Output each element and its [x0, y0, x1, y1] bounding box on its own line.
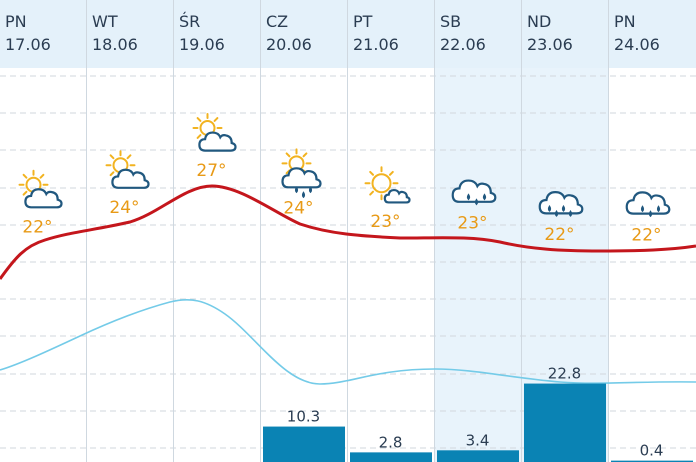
- temperature-label: 22°: [631, 225, 661, 245]
- rain-cloud-icon: [451, 179, 497, 206]
- date-label: 17.06: [5, 35, 51, 54]
- sun-cloud-rain-icon: [281, 148, 322, 199]
- sun-small-cloud-icon: [364, 166, 411, 204]
- precip-bar-5: [437, 450, 519, 462]
- weather-icons: [18, 113, 671, 218]
- day-header-7[interactable]: PN 24.06: [614, 12, 660, 54]
- weekday-label: PN: [614, 12, 636, 31]
- day-header-2[interactable]: ŚR 19.06: [179, 12, 225, 54]
- date-label: 18.06: [92, 35, 138, 54]
- date-label: 21.06: [353, 35, 399, 54]
- precip-bar-7: [611, 460, 693, 462]
- precip-value-label: 3.4: [466, 431, 490, 449]
- day-header: PN 17.06 WT 18.06 ŚR 19.06 CZ 20.06 PT 21.06 SB 22.…: [5, 12, 660, 54]
- temperature-label: 22°: [22, 218, 52, 238]
- weekday-label: ŚR: [179, 12, 200, 31]
- day-header-0[interactable]: PN 17.06: [5, 12, 51, 54]
- weekday-label: ND: [527, 12, 551, 31]
- date-label: 24.06: [614, 35, 660, 54]
- date-label: 22.06: [440, 35, 486, 54]
- heavy-rain-cloud-icon: [538, 191, 584, 217]
- sun-behind-cloud-icon: [105, 150, 150, 189]
- weekday-label: SB: [440, 12, 461, 31]
- day-header-3[interactable]: CZ 20.06: [266, 12, 312, 54]
- temperature-label: 23°: [370, 212, 400, 232]
- weekday-label: PT: [353, 12, 373, 31]
- sun-behind-cloud-icon: [192, 113, 237, 152]
- temperature-label: 23°: [457, 213, 487, 233]
- temperature-curves: [0, 184, 696, 385]
- secondary-temperature-line: [0, 298, 696, 385]
- max-temperature-line: [0, 184, 696, 280]
- day-header-5[interactable]: SB 22.06: [440, 12, 486, 54]
- precip-bar-3: [263, 426, 345, 462]
- precip-value-label: 22.8: [548, 365, 581, 383]
- weekday-label: WT: [92, 12, 118, 31]
- weekday-label: CZ: [266, 12, 288, 31]
- day-header-1[interactable]: WT 18.06: [92, 12, 138, 54]
- precip-value-label: 2.8: [379, 433, 403, 451]
- sun-behind-cloud-icon: [18, 169, 63, 209]
- date-label: 23.06: [527, 35, 573, 54]
- precip-bar-4: [350, 452, 432, 462]
- temperature-label: 24°: [283, 198, 313, 218]
- weekend-column-5: [435, 68, 522, 462]
- rain-cloud-icon: [625, 191, 671, 218]
- temperature-label: 24°: [109, 198, 139, 218]
- temperature-labels: 10.3 2.8 3.4 22.8 0.4 22° 24° 27° 24° 23° 23° 22° 22…: [22, 161, 663, 460]
- precipitation-bars: [263, 383, 693, 462]
- temperature-label: 27°: [196, 161, 226, 181]
- date-label: 20.06: [266, 35, 312, 54]
- temperature-label: 22°: [544, 225, 574, 245]
- date-label: 19.06: [179, 35, 225, 54]
- weekday-label: PN: [5, 12, 27, 31]
- precip-value-label: 10.3: [287, 408, 320, 426]
- precip-value-label: 0.4: [640, 442, 664, 460]
- day-header-4[interactable]: PT 21.06: [353, 12, 399, 54]
- precip-bar-6: [524, 383, 606, 462]
- day-header-6[interactable]: ND 23.06: [527, 12, 573, 54]
